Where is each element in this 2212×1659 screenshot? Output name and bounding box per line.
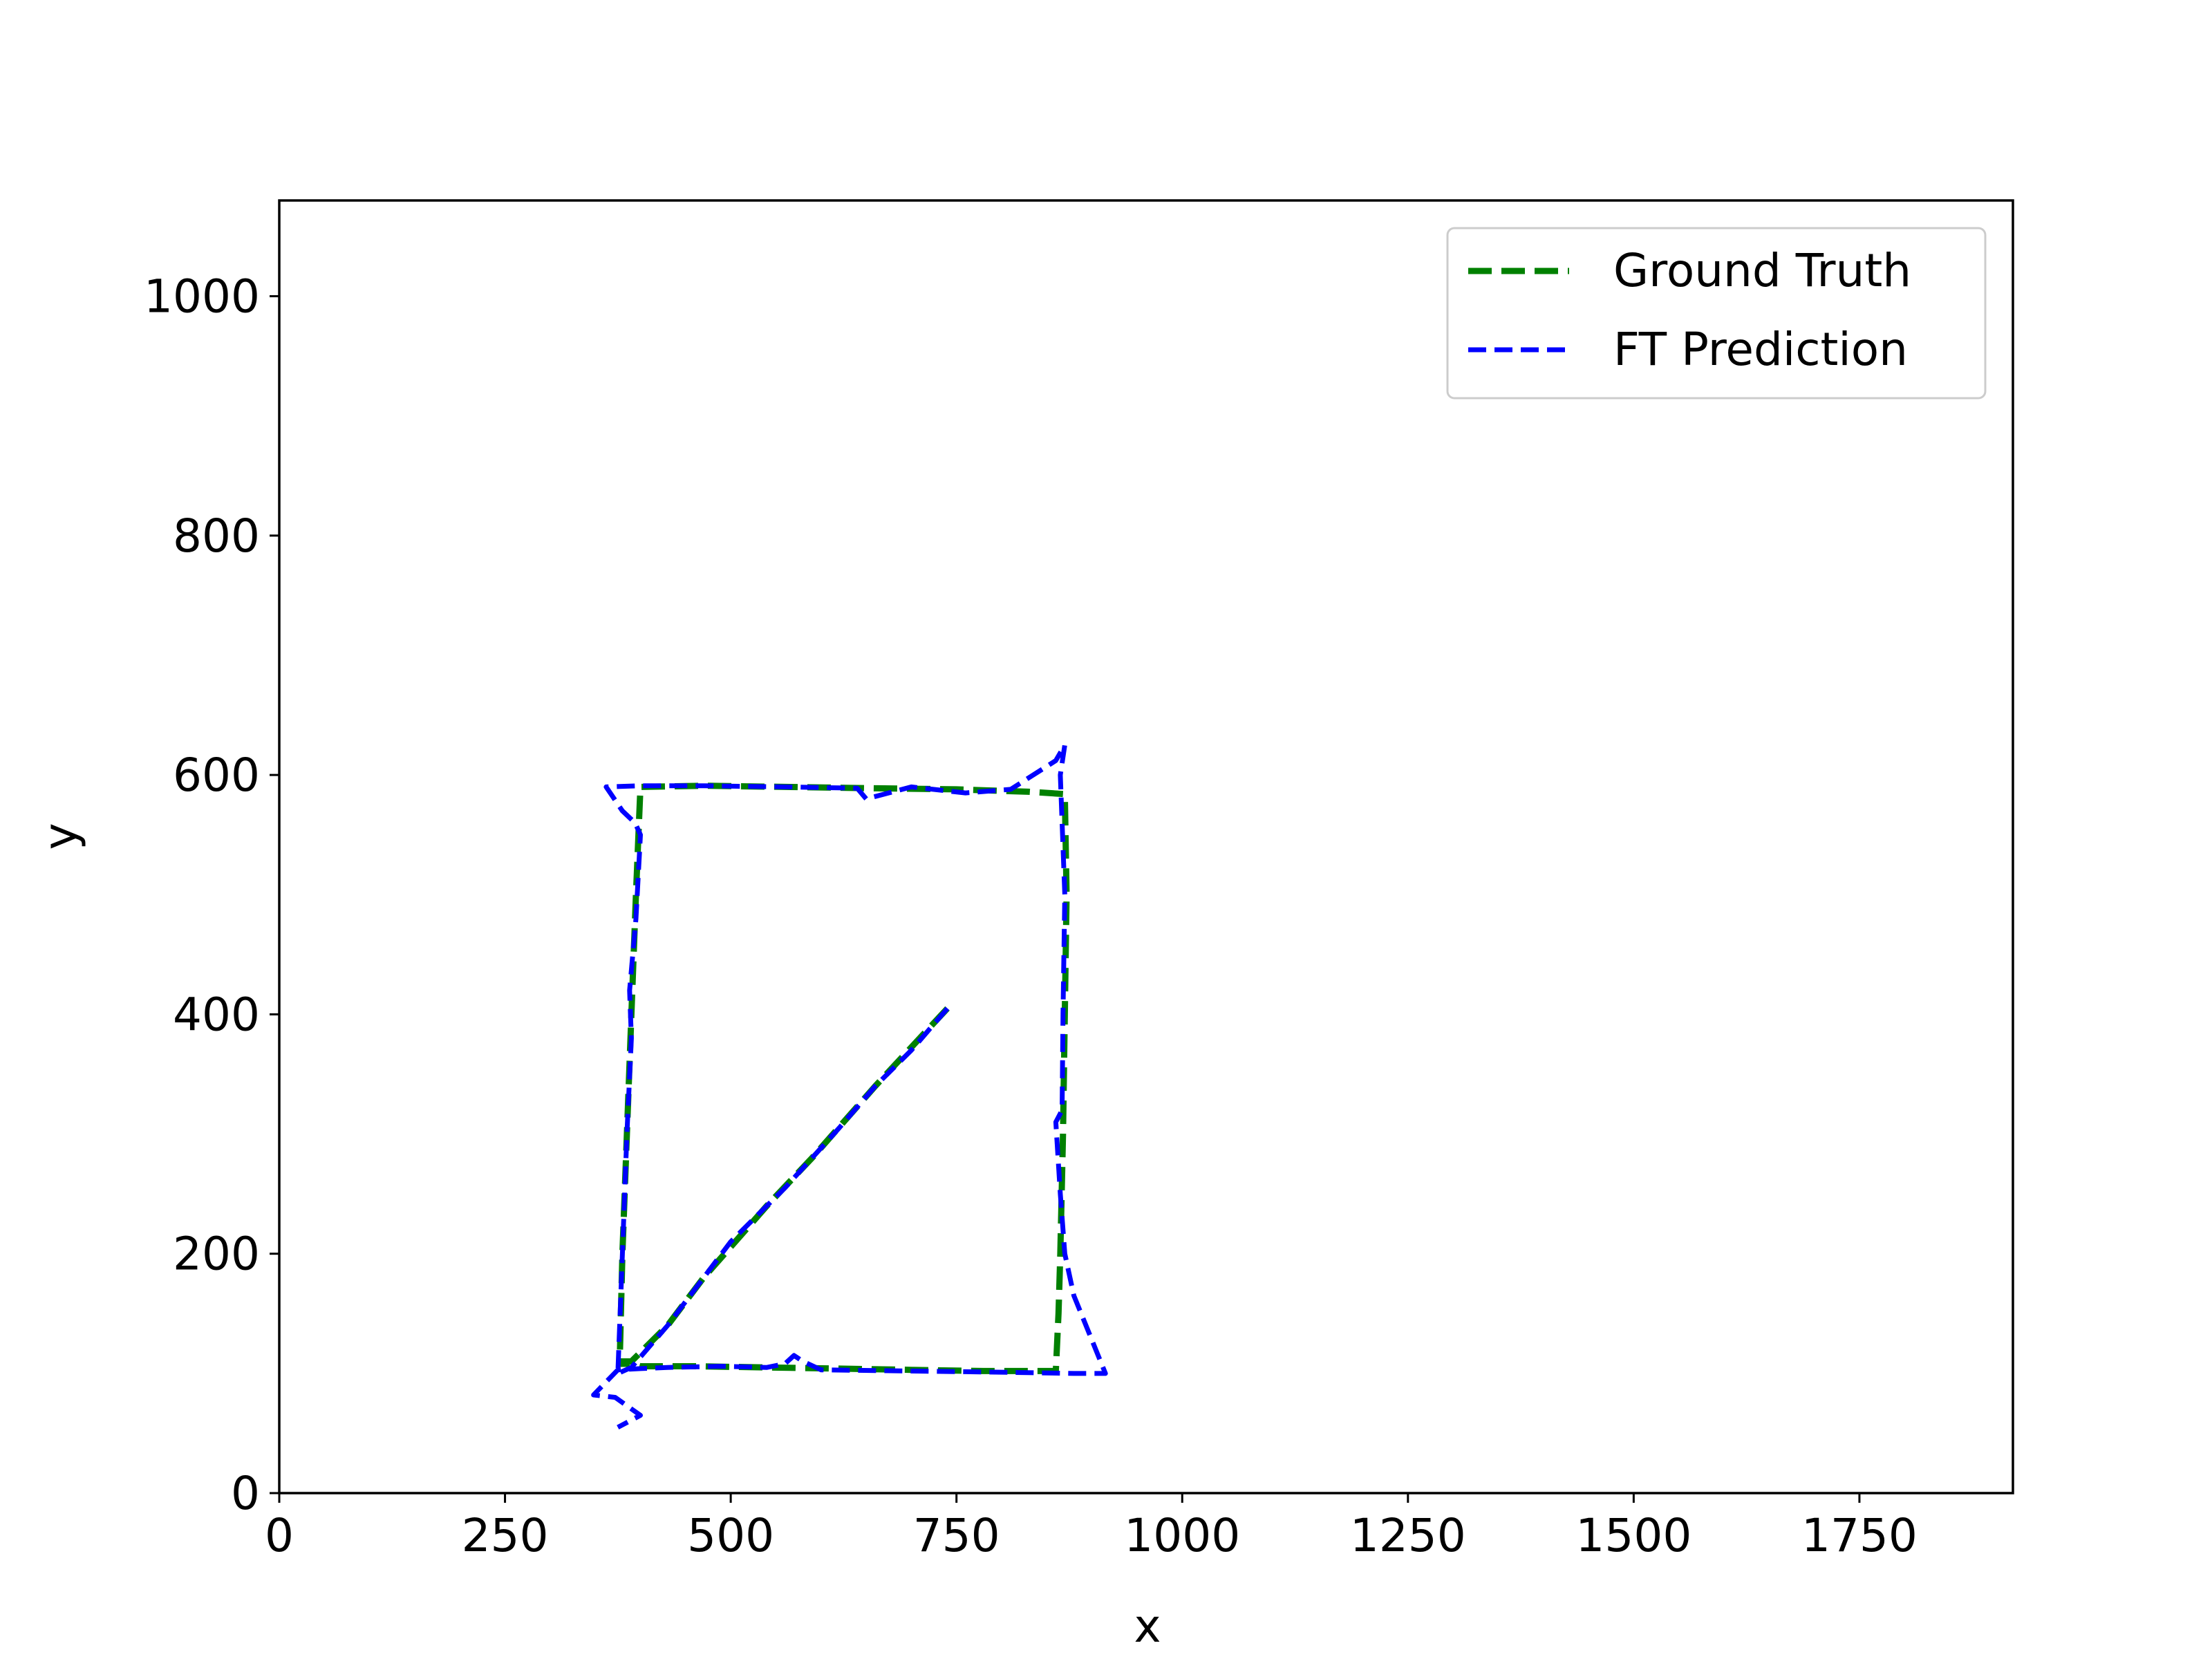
x-tick-label: 250 xyxy=(462,1509,549,1562)
y-axis-label: y xyxy=(34,823,87,850)
x-tick-label: 0 xyxy=(265,1509,294,1562)
legend-label: Ground Truth xyxy=(1613,244,1911,297)
series-line-2 xyxy=(591,742,1108,1430)
x-tick-label: 1250 xyxy=(1350,1509,1466,1562)
axes: 0 250 500 750 1000 1250 1500 1750 0 200 400 600 800 1… xyxy=(144,199,2014,1562)
y-tick-label: 600 xyxy=(173,749,260,802)
legend-box xyxy=(1446,227,1987,400)
y-tick-label: 200 xyxy=(173,1228,260,1281)
x-tick-label: 1750 xyxy=(1801,1509,1918,1562)
x-tick-label: 750 xyxy=(913,1509,1000,1562)
legend-label: FT Prediction xyxy=(1613,323,1908,376)
y-tick-label: 400 xyxy=(173,988,260,1041)
axes-frame xyxy=(278,199,2014,1494)
x-tick-label: 1000 xyxy=(1124,1509,1240,1562)
y-tick-label: 0 xyxy=(231,1467,260,1520)
x-tick-label: 1500 xyxy=(1575,1509,1691,1562)
legend: Ground Truth FT Prediction xyxy=(1446,227,1987,400)
y-tick-label: 1000 xyxy=(144,270,260,324)
plot-area xyxy=(591,742,1108,1430)
y-tick-label: 800 xyxy=(173,509,260,563)
x-axis-label: x xyxy=(1134,1600,1161,1653)
x-tick-label: 500 xyxy=(687,1509,774,1562)
